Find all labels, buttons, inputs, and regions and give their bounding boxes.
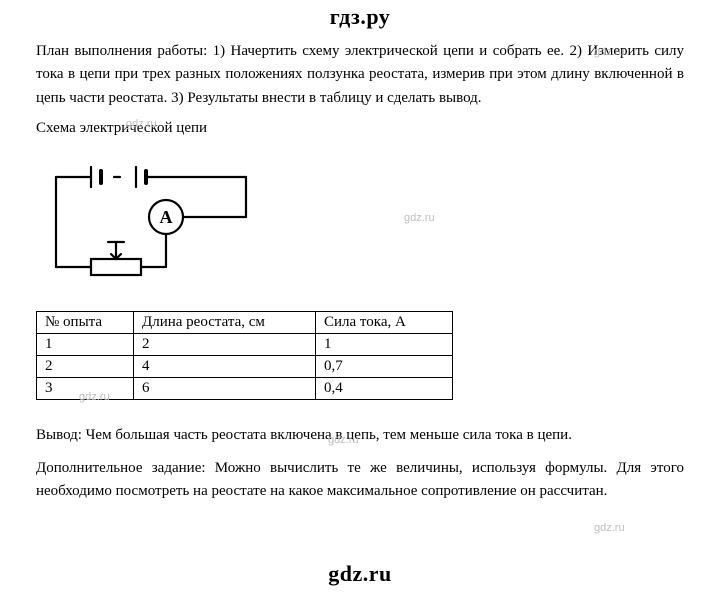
- conclusion-text: Вывод: Чем большая часть реостата включе…: [36, 424, 684, 447]
- results-table: № опыта Длина реостата, см Сила тока, А …: [36, 311, 453, 400]
- page-footer: gdz.ru: [0, 561, 720, 587]
- table-header: № опыта: [37, 311, 134, 333]
- table-row: 2 4 0,7: [37, 355, 453, 377]
- table-cell: 3: [37, 377, 134, 399]
- page-header: гдз.ру: [36, 0, 684, 40]
- table-header: Сила тока, А: [316, 311, 453, 333]
- scheme-title: Схема электрической цепи: [36, 120, 684, 137]
- additional-task-text: Дополнительное задание: Можно вычислить …: [36, 457, 684, 504]
- watermark: gdz.ru: [594, 522, 625, 534]
- table-cell: 6: [134, 377, 316, 399]
- table-cell: 0,4: [316, 377, 453, 399]
- work-plan-text: План выполнения работы: 1) Начертить схе…: [36, 40, 684, 110]
- ammeter-label: А: [160, 207, 173, 227]
- circuit-diagram: А: [36, 147, 684, 297]
- table-cell: 1: [316, 333, 453, 355]
- table-cell: 1: [37, 333, 134, 355]
- page: гдз.ру План выполнения работы: 1) Начерт…: [0, 0, 720, 593]
- table-cell: 4: [134, 355, 316, 377]
- table-cell: 2: [37, 355, 134, 377]
- circuit-svg: А: [36, 147, 266, 292]
- table-row: 3 6 0,4: [37, 377, 453, 399]
- table-header-row: № опыта Длина реостата, см Сила тока, А: [37, 311, 453, 333]
- table-header: Длина реостата, см: [134, 311, 316, 333]
- table-cell: 2: [134, 333, 316, 355]
- table-row: 1 2 1: [37, 333, 453, 355]
- table-cell: 0,7: [316, 355, 453, 377]
